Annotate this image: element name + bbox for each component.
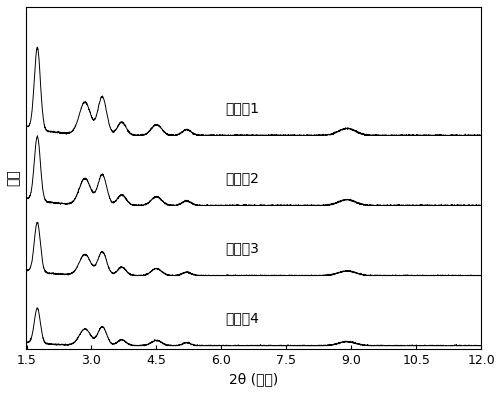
Text: 实施例3: 实施例3 (225, 241, 259, 255)
Text: 实施例2: 实施例2 (225, 171, 259, 185)
X-axis label: 2θ (度数): 2θ (度数) (229, 372, 278, 386)
Text: 实施例4: 实施例4 (225, 311, 259, 325)
Y-axis label: 强度: 强度 (7, 169, 21, 186)
Text: 实施例1: 实施例1 (225, 101, 259, 115)
